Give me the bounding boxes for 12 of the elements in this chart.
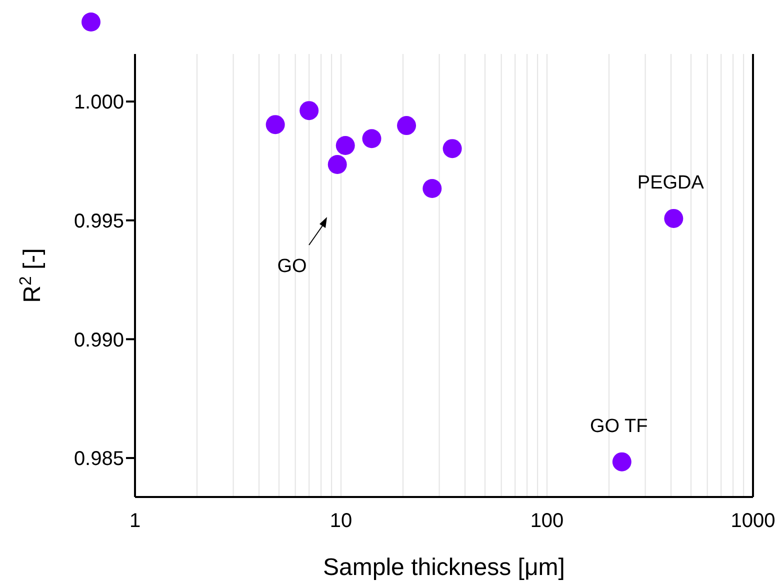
x-tick-label: 1000 [730,510,775,532]
annotation: PEGDA [637,172,704,194]
annotation: GO [277,256,307,277]
x-tick-label: 100 [530,510,564,532]
x-tick-label: 1 [129,510,141,532]
y-tick-label: 0.995 [74,210,124,232]
x-tick-label: 10 [330,510,352,532]
y-tick-label: 0.990 [74,329,124,352]
y-tick-label: 1.000 [74,92,124,114]
y-tick-label: 0.985 [74,448,124,470]
annotation: GO TF [590,416,648,437]
x-axis-title: Sample thickness [μm] [323,554,565,581]
